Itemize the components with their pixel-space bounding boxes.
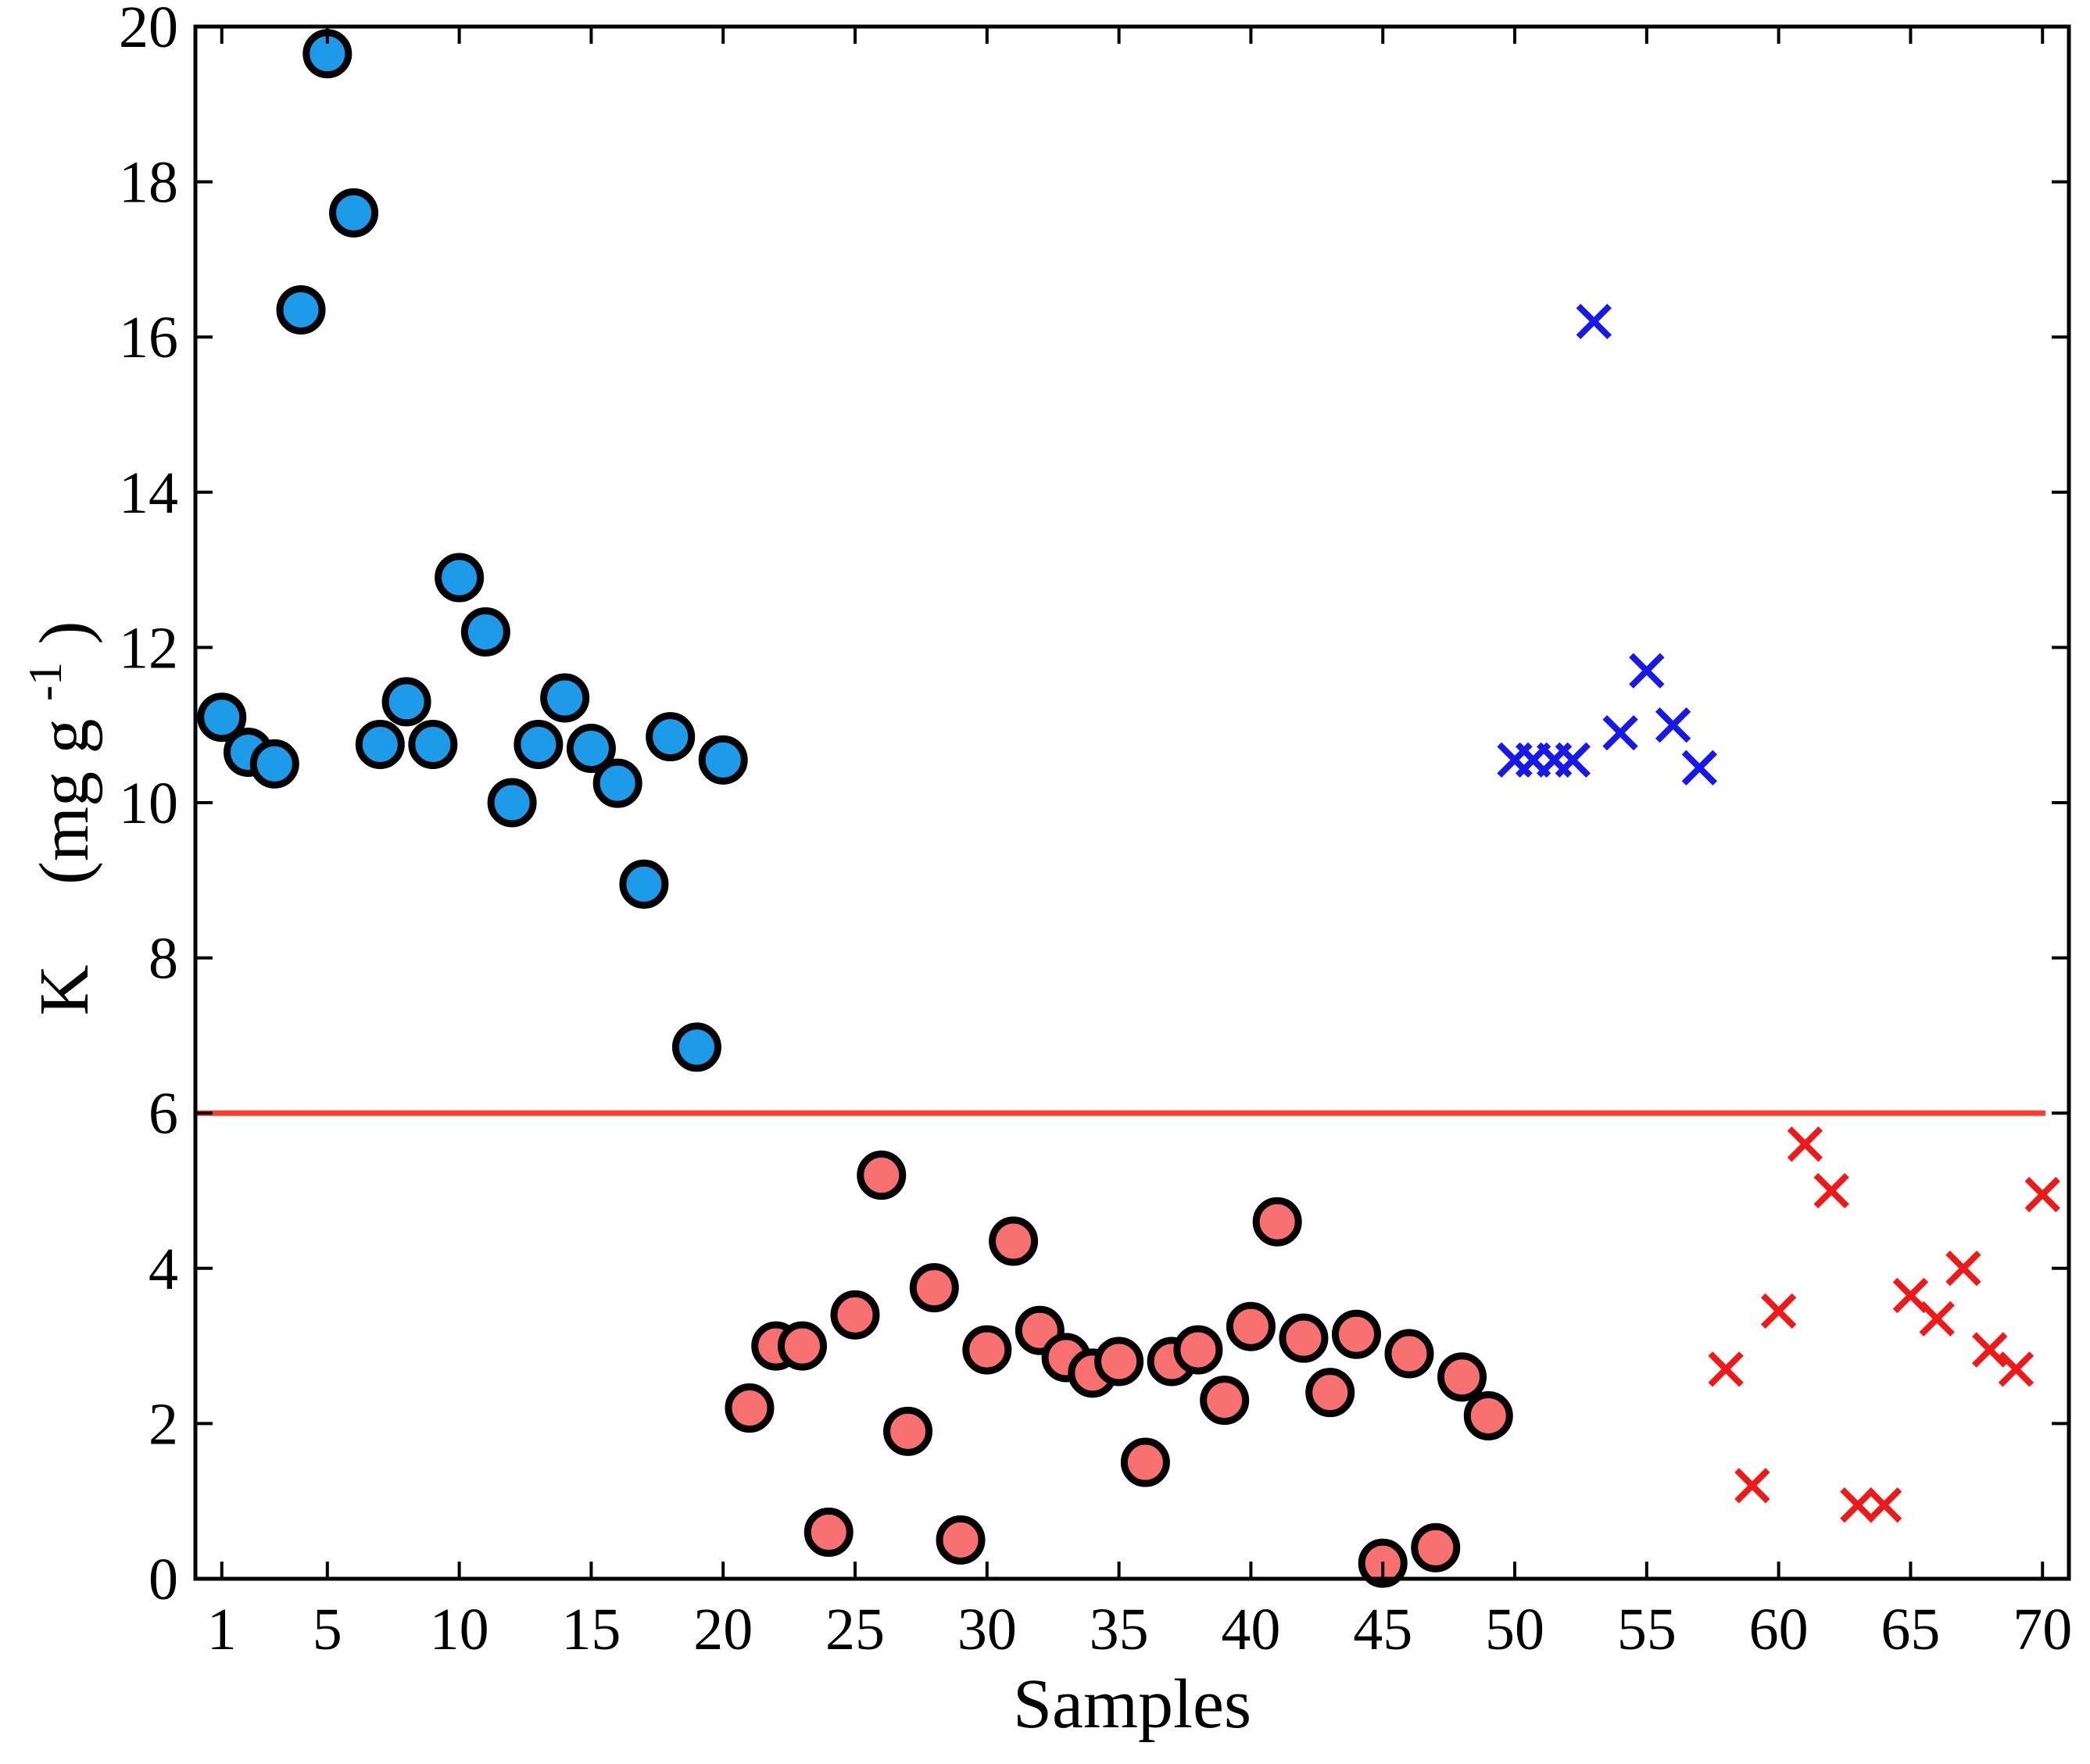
x-tick-label: 40 — [1221, 1597, 1280, 1662]
high-circle-point — [355, 720, 405, 770]
x-tick-label: 5 — [313, 1597, 342, 1662]
low-circle-point — [1279, 1313, 1329, 1363]
y-axis-title-unit: (mg g — [26, 718, 103, 884]
low-circle-point — [1411, 1522, 1461, 1573]
low-cross-point — [1945, 1251, 1981, 1286]
high-circle-series — [197, 29, 748, 1072]
low-circle-point — [1384, 1329, 1434, 1379]
y-tick-label: 6 — [149, 1081, 178, 1147]
y-axis-title-superscript: -1 — [20, 662, 71, 701]
x-tick-label: 60 — [1749, 1597, 1809, 1662]
y-tick-label: 12 — [119, 615, 178, 681]
low-circle-point — [725, 1383, 775, 1433]
x-tick-label: 55 — [1617, 1597, 1677, 1662]
y-tick-label: 20 — [119, 0, 178, 60]
x-tick-label: 20 — [693, 1597, 753, 1662]
low-cross-point — [1892, 1277, 1929, 1314]
low-cross-point — [1972, 1332, 2008, 1368]
high-circle-point — [698, 735, 748, 785]
x-axis-title: Samples — [1013, 1666, 1251, 1743]
x-tick-label: 25 — [825, 1597, 885, 1662]
high-cross-series — [1497, 303, 1718, 785]
x-tick-label: 70 — [2013, 1597, 2072, 1662]
x-tick-label: 30 — [957, 1597, 1017, 1662]
x-tick-label: 10 — [430, 1597, 489, 1662]
x-tick-label: 50 — [1485, 1597, 1544, 1662]
low-circle-series — [725, 1150, 1513, 1588]
high-circle-point — [197, 692, 247, 742]
high-circle-point — [540, 673, 590, 723]
high-cross-point — [1602, 714, 1638, 751]
high-circle-point — [487, 778, 537, 828]
y-tick-label: 8 — [149, 926, 178, 992]
low-circle-point — [1200, 1376, 1250, 1426]
low-cross-point — [1760, 1293, 1797, 1329]
x-tick-label: 15 — [561, 1597, 621, 1662]
low-circle-point — [1094, 1336, 1144, 1387]
low-circle-point — [777, 1321, 827, 1371]
low-circle-point — [962, 1325, 1012, 1375]
y-tick-label: 14 — [119, 460, 178, 526]
low-circle-point — [989, 1216, 1039, 1266]
high-circle-point — [671, 1022, 721, 1072]
low-cross-point — [1840, 1487, 1876, 1523]
high-circle-point — [408, 720, 458, 770]
high-cross-point — [1576, 303, 1612, 339]
low-circle-point — [1331, 1309, 1381, 1359]
y-tick-label: 0 — [149, 1547, 178, 1612]
high-circle-point — [276, 284, 326, 335]
y-tick-label: 16 — [119, 305, 178, 370]
low-circle-point — [936, 1515, 986, 1565]
low-circle-point — [1463, 1390, 1513, 1440]
y-tick-label: 10 — [119, 771, 178, 836]
low-cross-point — [1919, 1301, 1955, 1336]
low-circle-point — [1120, 1437, 1170, 1487]
low-circle-point — [803, 1507, 854, 1557]
high-cross-point — [1655, 707, 1691, 743]
high-circle-point — [592, 758, 642, 808]
y-tick-label: 4 — [149, 1236, 178, 1302]
y-tick-label: 2 — [149, 1391, 178, 1457]
high-cross-point — [1555, 742, 1591, 778]
high-circle-point — [329, 188, 379, 238]
low-circle-point — [830, 1290, 880, 1340]
high-cross-point — [1629, 653, 1665, 689]
low-cross-series — [1708, 1126, 2060, 1523]
high-circle-point — [249, 739, 299, 789]
low-circle-point — [909, 1263, 959, 1313]
high-circle-point — [646, 712, 696, 762]
low-cross-point — [1787, 1126, 1823, 1162]
low-circle-point — [1437, 1352, 1487, 1402]
x-tick-label: 35 — [1090, 1597, 1149, 1662]
low-cross-point — [1708, 1351, 1744, 1387]
high-circle-point — [619, 859, 669, 909]
y-tick-label: 18 — [119, 150, 178, 216]
y-axis-title-close: ) — [26, 621, 103, 645]
low-circle-point — [1252, 1197, 1302, 1247]
low-circle-point — [883, 1406, 933, 1456]
high-circle-point — [460, 607, 510, 657]
x-tick-label: 65 — [1881, 1597, 1940, 1662]
y-axis-title-main: K — [26, 964, 103, 1015]
low-circle-point — [1226, 1301, 1276, 1351]
low-cross-point — [1998, 1351, 2035, 1387]
high-circle-point — [566, 723, 616, 773]
x-tick-label: 1 — [207, 1597, 237, 1662]
low-cross-point — [2024, 1176, 2060, 1213]
low-cross-point — [1734, 1468, 1770, 1504]
low-circle-point — [857, 1150, 907, 1200]
low-cross-point — [1813, 1172, 1849, 1209]
high-circle-point — [514, 720, 564, 770]
low-cross-point — [1866, 1487, 1902, 1523]
high-circle-point — [381, 677, 431, 727]
high-cross-point — [1681, 750, 1718, 785]
low-circle-point — [1305, 1368, 1355, 1418]
y-axis-title: K (mg g -1 ) — [0, 621, 103, 1016]
x-tick-label: 45 — [1353, 1597, 1412, 1662]
svg-text:K (mg g -1 ): K (mg g -1 ) — [0, 621, 103, 1016]
low-circle-point — [1173, 1325, 1223, 1375]
high-circle-point — [435, 553, 485, 603]
